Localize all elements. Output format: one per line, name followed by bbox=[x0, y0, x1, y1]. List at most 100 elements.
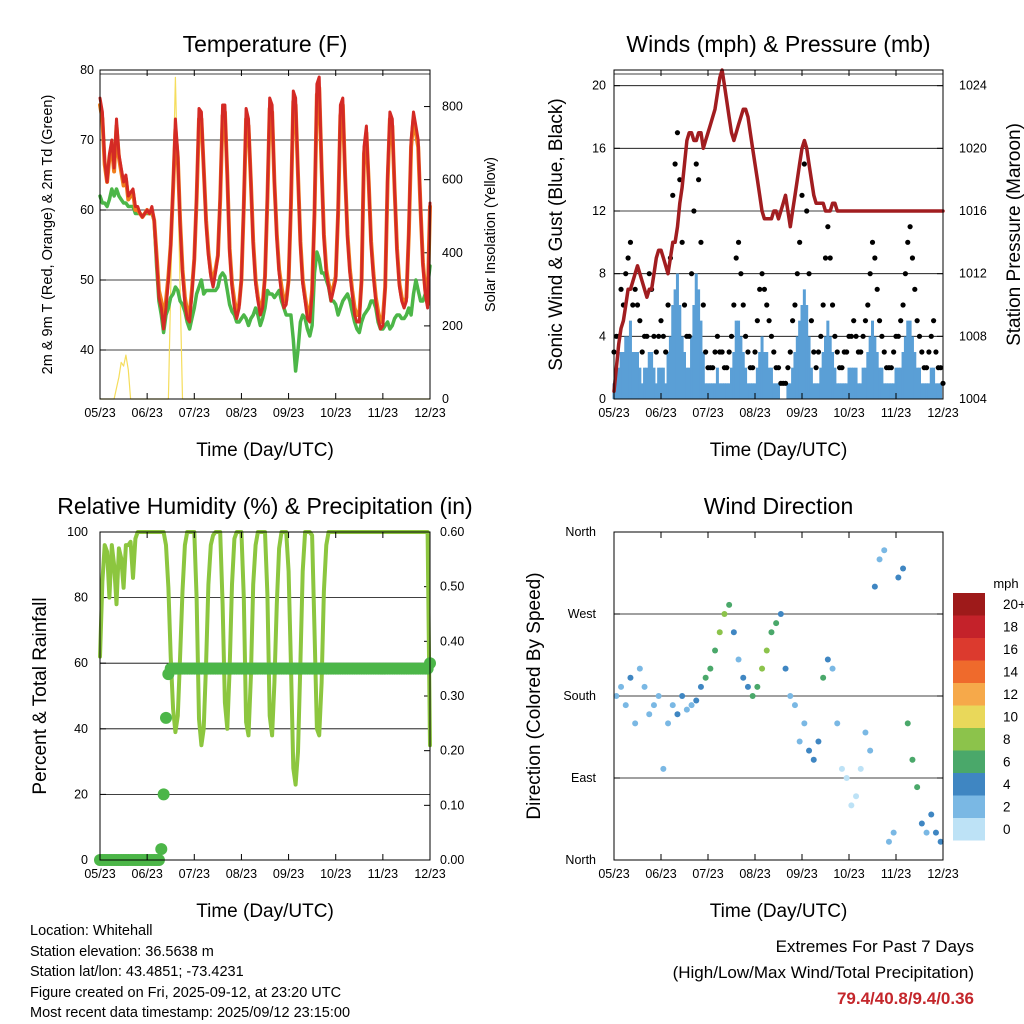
dir-y-tick-label: North bbox=[565, 853, 596, 867]
gust-point bbox=[787, 349, 793, 355]
direction-point bbox=[749, 693, 756, 699]
gust-point bbox=[637, 318, 643, 324]
direction-point bbox=[622, 702, 629, 709]
gust-point bbox=[905, 239, 911, 245]
wind-y-tick-label: 16 bbox=[592, 141, 606, 155]
gust-point bbox=[750, 365, 756, 371]
direction-point bbox=[627, 674, 634, 681]
rh-x-tick-label: 10/23 bbox=[320, 867, 351, 881]
direction-point bbox=[914, 784, 921, 791]
legend-label: 8 bbox=[1003, 732, 1011, 747]
wind-x-tick-label: 06/23 bbox=[645, 406, 676, 420]
direction-point bbox=[665, 720, 672, 727]
gust-point bbox=[627, 239, 634, 245]
direction-point bbox=[773, 620, 780, 627]
gust-point bbox=[733, 255, 739, 261]
legend-label: 14 bbox=[1003, 665, 1019, 680]
temp-x-tick-label: 05/23 bbox=[84, 406, 115, 420]
gust-point bbox=[808, 318, 815, 324]
station-location: Location: Whitehall bbox=[30, 923, 153, 939]
gust-point bbox=[735, 239, 742, 245]
rh-y2-tick-label: 0.10 bbox=[440, 798, 464, 812]
gust-point bbox=[794, 271, 800, 277]
direction-point bbox=[904, 720, 911, 727]
direction-point bbox=[721, 611, 728, 617]
gust-point bbox=[632, 286, 638, 292]
gust-point bbox=[902, 271, 909, 277]
dir-x-tick-label: 10/23 bbox=[833, 867, 864, 881]
gust-point bbox=[874, 286, 880, 292]
wind-y2-tick-label: 1004 bbox=[959, 392, 987, 406]
direction-point bbox=[885, 838, 892, 845]
gust-point bbox=[888, 365, 894, 371]
temp-y-tick-label: 60 bbox=[80, 203, 94, 217]
gust-point bbox=[714, 333, 721, 339]
dir-x-tick-label: 05/23 bbox=[598, 867, 629, 881]
gust-point bbox=[761, 286, 768, 292]
gust-point bbox=[768, 333, 775, 339]
extremes-subtitle: (High/Low/Max Wind/Total Precipitation) bbox=[672, 963, 974, 982]
gust-point bbox=[759, 271, 765, 277]
gust-point bbox=[663, 349, 669, 355]
rh-plot-frame bbox=[99, 531, 431, 861]
gust-point bbox=[790, 318, 796, 324]
wind-y2-tick-label: 1020 bbox=[959, 141, 987, 155]
direction-point bbox=[848, 802, 855, 809]
gust-point bbox=[639, 349, 645, 355]
extremes-title: Extremes For Past 7 Days bbox=[775, 937, 974, 956]
direction-point bbox=[806, 747, 813, 754]
gust-point bbox=[712, 349, 718, 355]
direction-point bbox=[754, 683, 761, 690]
wind-x-tick-label: 11/23 bbox=[881, 406, 911, 420]
gust-point bbox=[820, 302, 826, 308]
direction-point bbox=[707, 665, 714, 672]
direction-point bbox=[697, 683, 704, 690]
direction-point bbox=[636, 665, 643, 672]
gust-point bbox=[700, 302, 706, 308]
rh-y-tick-label: 40 bbox=[74, 722, 88, 736]
gust-point bbox=[822, 255, 829, 261]
direction-point bbox=[871, 583, 878, 590]
temp-x-axis-label: Time (Day/UTC) bbox=[196, 440, 334, 461]
direction-point bbox=[735, 656, 742, 663]
gust-point bbox=[625, 255, 631, 261]
gust-point bbox=[799, 192, 805, 198]
gust-point bbox=[804, 208, 810, 214]
temp-y2-tick-label: 600 bbox=[442, 173, 463, 187]
gust-point bbox=[813, 365, 819, 371]
direction-point bbox=[796, 738, 803, 745]
gust-point bbox=[912, 286, 918, 292]
direction-point bbox=[641, 683, 648, 690]
gust-point bbox=[623, 271, 629, 277]
temp-y2-tick-label: 400 bbox=[442, 246, 463, 260]
gust-point bbox=[728, 333, 735, 339]
gust-point bbox=[867, 271, 873, 277]
gust-point bbox=[691, 208, 697, 214]
direction-point bbox=[932, 829, 939, 836]
gust-point bbox=[881, 349, 887, 355]
gust-point bbox=[801, 161, 807, 167]
gust-point bbox=[766, 318, 772, 324]
dir-y-tick-label: North bbox=[565, 525, 596, 539]
gust-point bbox=[909, 255, 916, 261]
direction-point bbox=[740, 674, 747, 681]
wind-x-tick-label: 12/23 bbox=[927, 406, 958, 420]
direction-point bbox=[838, 765, 845, 772]
gust-point bbox=[743, 333, 749, 339]
dir-x-tick-label: 08/23 bbox=[739, 867, 770, 881]
gust-point bbox=[740, 302, 746, 308]
dir-x-tick-label: 09/23 bbox=[786, 867, 817, 881]
precip-point bbox=[157, 788, 170, 801]
wind-y2-tick-label: 1016 bbox=[959, 204, 987, 218]
direction-point bbox=[679, 693, 686, 699]
pressure-series-line bbox=[612, 68, 945, 393]
gust-point bbox=[919, 349, 925, 355]
direction-point bbox=[613, 693, 620, 699]
gust-point bbox=[775, 365, 782, 371]
gust-point bbox=[653, 349, 659, 355]
rh-y-tick-label: 60 bbox=[74, 656, 88, 670]
direction-point bbox=[688, 702, 695, 709]
direction-point bbox=[937, 838, 944, 845]
direction-point bbox=[763, 647, 770, 654]
gust-point bbox=[818, 333, 824, 339]
